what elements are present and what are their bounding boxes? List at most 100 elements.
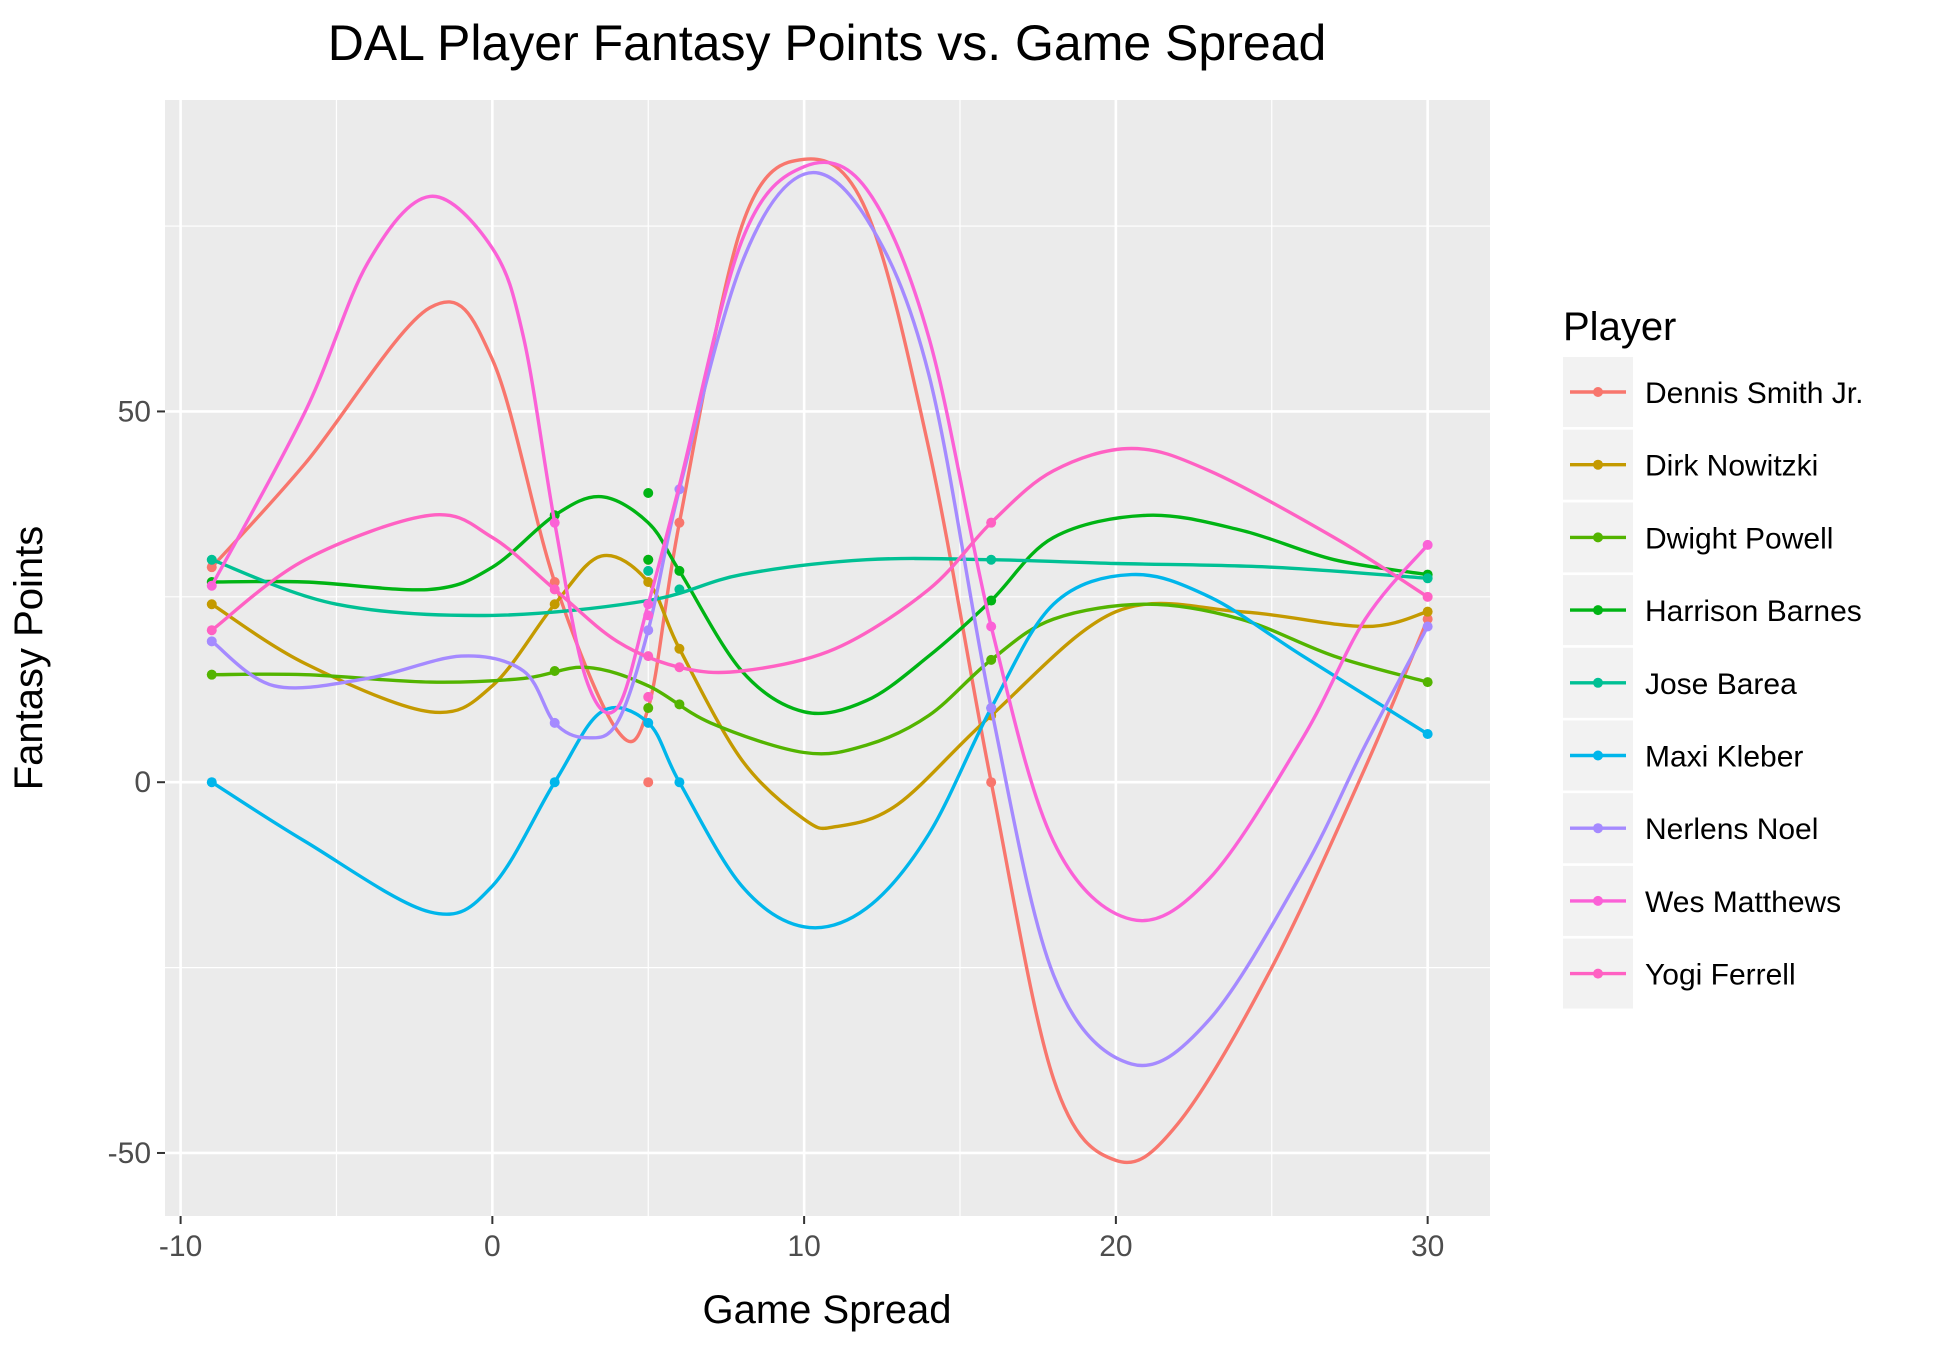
legend-key-point — [1593, 459, 1603, 470]
legend-item-dirk-nowitzki: Dirk Nowitzki — [1563, 429, 1818, 500]
data-point-maxi-kleber — [1422, 729, 1433, 740]
legend-item-yogi-ferrell: Yogi Ferrell — [1563, 938, 1796, 1009]
y-tick-label: 50 — [118, 395, 151, 428]
data-point-jose-barea — [643, 565, 654, 576]
series-yogi-ferrell — [206, 446, 1433, 702]
series-line-dwight-powell — [211, 602, 1429, 756]
chart-title: DAL Player Fantasy Points vs. Game Sprea… — [328, 15, 1327, 71]
data-point-dennis-smith-jr — [674, 517, 685, 528]
data-point-wes-matthews — [986, 621, 997, 632]
data-point-yogi-ferrell — [986, 517, 997, 528]
data-point-dennis-smith-jr — [986, 777, 997, 788]
legend-item-maxi-kleber: Maxi Kleber — [1563, 720, 1803, 791]
legend-key-point — [1593, 677, 1603, 688]
data-point-wes-matthews — [643, 599, 654, 610]
series-line-harrison-barnes — [211, 494, 1428, 716]
data-point-nerlens-noel — [643, 625, 654, 636]
legend-label: Dwight Powell — [1645, 522, 1833, 555]
series-jose-barea — [206, 554, 1433, 618]
legend-key-point — [1593, 605, 1603, 616]
legend-label: Yogi Ferrell — [1645, 959, 1796, 992]
data-point-yogi-ferrell — [643, 691, 654, 702]
data-point-dwight-powell — [549, 665, 560, 676]
legend-item-nerlens-noel: Nerlens Noel — [1563, 793, 1818, 864]
legend-item-jose-barea: Jose Barea — [1563, 647, 1797, 718]
data-point-yogi-ferrell — [206, 625, 217, 636]
legend-label: Harrison Barnes — [1645, 595, 1862, 628]
data-point-nerlens-noel — [206, 636, 217, 647]
x-tick-label: 0 — [484, 1230, 501, 1263]
data-point-jose-barea — [206, 554, 217, 565]
legend-key-point — [1593, 968, 1603, 979]
data-point-wes-matthews — [1422, 539, 1433, 550]
data-point-nerlens-noel — [986, 703, 997, 714]
data-point-nerlens-noel — [549, 717, 560, 728]
data-point-yogi-ferrell — [1422, 591, 1433, 602]
legend-key-point — [1593, 387, 1603, 397]
data-point-dwight-powell — [1422, 677, 1433, 688]
data-point-dennis-smith-jr — [643, 777, 654, 788]
axes: -10 0 10 20 30 -50 0 50 — [108, 395, 1445, 1263]
legend-title: Player — [1563, 305, 1676, 349]
data-point-dwight-powell — [674, 699, 685, 710]
data-point-dwight-powell — [643, 703, 654, 714]
series-line-jose-barea — [211, 556, 1428, 618]
data-point-yogi-ferrell — [643, 651, 654, 662]
plot-panel — [165, 100, 1490, 1216]
legend: Player Dennis Smith Jr. Dirk Nowitzki Dwig… — [1563, 305, 1863, 1009]
data-point-harrison-barnes — [643, 554, 654, 565]
data-point-dirk-nowitzki — [643, 576, 654, 587]
data-point-dennis-smith-jr — [1422, 614, 1433, 625]
data-point-dennis-smith-jr — [206, 562, 217, 573]
data-point-dirk-nowitzki — [674, 643, 685, 654]
x-tick-label: -10 — [159, 1230, 202, 1263]
series-group — [206, 157, 1433, 1165]
data-point-dirk-nowitzki — [206, 599, 217, 610]
x-tick-label: 20 — [1099, 1230, 1132, 1263]
data-point-yogi-ferrell — [549, 584, 560, 595]
data-point-harrison-barnes — [643, 488, 654, 499]
legend-key-point — [1593, 750, 1603, 761]
legend-item-harrison-barnes: Harrison Barnes — [1563, 575, 1862, 646]
data-point-dwight-powell — [206, 669, 217, 680]
data-point-harrison-barnes — [674, 565, 685, 576]
series-line-maxi-kleber — [210, 572, 1429, 930]
data-point-jose-barea — [1422, 573, 1433, 584]
legend-key-point — [1593, 895, 1603, 906]
y-axis-title: Fantasy Points — [7, 526, 51, 791]
series-wes-matthews — [206, 160, 1433, 923]
x-tick-label: 10 — [787, 1230, 820, 1263]
y-tick-label: 0 — [134, 766, 151, 799]
legend-key-point — [1593, 823, 1603, 834]
data-point-wes-matthews — [643, 610, 654, 621]
data-point-maxi-kleber — [643, 717, 654, 728]
data-point-dwight-powell — [986, 654, 997, 665]
data-point-wes-matthews — [549, 517, 560, 528]
plot-background — [165, 100, 1490, 1216]
series-line-wes-matthews — [210, 160, 1429, 923]
data-point-dirk-nowitzki — [549, 599, 560, 610]
legend-item-dennis-smith-jr: Dennis Smith Jr. — [1563, 357, 1863, 427]
data-point-dirk-nowitzki — [1422, 606, 1433, 617]
series-line-yogi-ferrell — [210, 446, 1429, 675]
data-point-jose-barea — [986, 554, 997, 565]
series-dwight-powell — [206, 602, 1433, 756]
legend-label: Jose Barea — [1645, 668, 1797, 701]
data-point-jose-barea — [674, 584, 685, 595]
legend-label: Dennis Smith Jr. — [1645, 377, 1863, 410]
data-point-maxi-kleber — [674, 777, 685, 788]
legend-label: Wes Matthews — [1645, 886, 1841, 919]
data-point-maxi-kleber — [549, 777, 560, 788]
legend-item-wes-matthews: Wes Matthews — [1563, 865, 1841, 936]
data-point-harrison-barnes — [986, 595, 997, 606]
legend-key-point — [1593, 532, 1603, 543]
series-line-nerlens-noel — [210, 171, 1430, 1068]
data-point-yogi-ferrell — [674, 662, 685, 673]
legend-label: Nerlens Noel — [1645, 813, 1818, 846]
data-point-maxi-kleber — [206, 777, 217, 788]
legend-item-dwight-powell: Dwight Powell — [1563, 502, 1833, 573]
y-tick-label: -50 — [108, 1137, 151, 1170]
x-tick-label: 30 — [1411, 1230, 1444, 1263]
